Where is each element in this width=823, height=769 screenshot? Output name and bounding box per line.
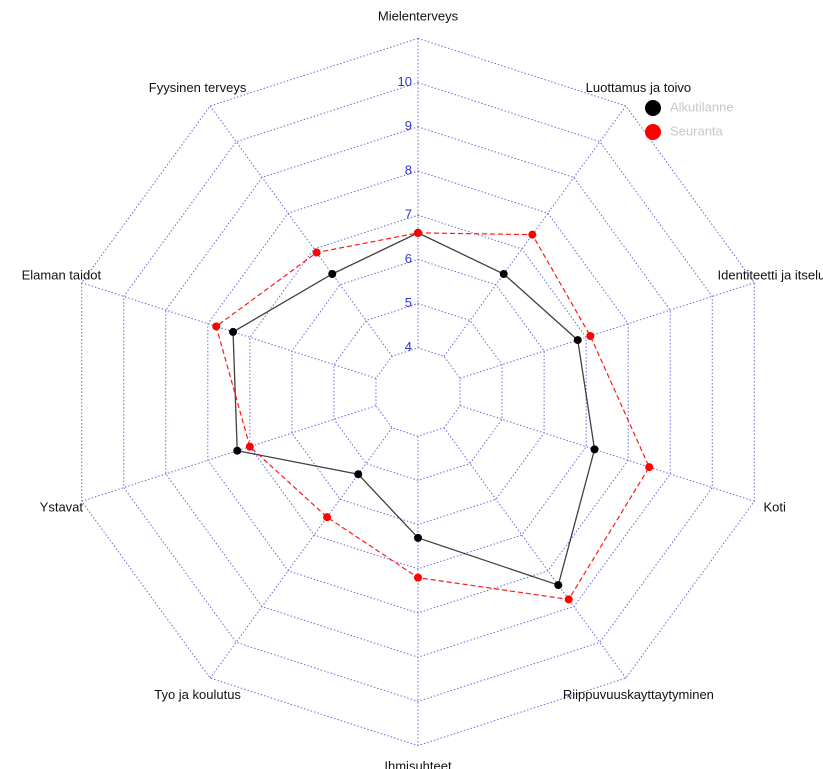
spoke [81, 405, 377, 502]
spoke [81, 282, 377, 379]
y-tick-label: 4 [405, 339, 412, 354]
grid-ring [123, 82, 713, 702]
axis-label: Identiteetti ja itseluc [718, 268, 823, 283]
series-line [215, 232, 650, 601]
spoke [443, 105, 627, 357]
grid-ring [207, 170, 629, 614]
axis-label: Elaman taidot [22, 268, 102, 283]
data-point [328, 269, 337, 278]
data-point [590, 445, 599, 454]
spoke [209, 427, 393, 679]
data-point [554, 581, 563, 590]
spoke [209, 105, 393, 357]
legend-marker [645, 100, 661, 116]
data-point [354, 470, 363, 479]
grid-ring [291, 258, 545, 526]
data-point [312, 248, 321, 257]
spoke [443, 427, 627, 679]
data-point [212, 322, 221, 331]
data-point [564, 595, 573, 604]
axis-label: Fyysinen terveys [149, 80, 247, 95]
y-tick-label: 6 [405, 251, 412, 266]
data-point [499, 269, 508, 278]
grid-ring [249, 214, 587, 570]
y-tick-label: 8 [405, 162, 412, 177]
axis-label: Ihmisuhteet [384, 758, 452, 769]
data-point [573, 336, 582, 345]
y-tick-label: 5 [405, 295, 412, 310]
data-point [323, 513, 332, 522]
spoke [459, 405, 755, 502]
y-tick-label: 7 [405, 207, 412, 222]
data-point [414, 533, 422, 542]
data-point [645, 463, 654, 472]
series-line [232, 232, 596, 586]
grid-ring [333, 303, 503, 481]
y-tick-label: 9 [405, 118, 412, 133]
data-point [245, 442, 254, 451]
data-point [414, 573, 422, 582]
data-point [414, 228, 422, 237]
axis-label: Tyo ja koulutus [154, 687, 241, 702]
data-point [586, 331, 595, 340]
data-point [233, 446, 242, 455]
legend-label: Alkutilanne [670, 99, 734, 114]
legend-label: Seuranta [670, 123, 724, 138]
axis-label: Ystavat [40, 499, 84, 514]
grid-ring [375, 347, 461, 437]
axis-label: Riippuvuuskayttaytyminen [563, 687, 714, 702]
data-point [528, 230, 537, 239]
axis-label: Mielenterveys [378, 8, 459, 23]
spoke [459, 282, 755, 379]
axis-label: Luottamus ja toivo [586, 80, 692, 95]
y-tick-label: 10 [398, 74, 412, 89]
axis-label: Koti [763, 499, 786, 514]
data-point [229, 327, 238, 336]
legend-marker [645, 124, 661, 140]
